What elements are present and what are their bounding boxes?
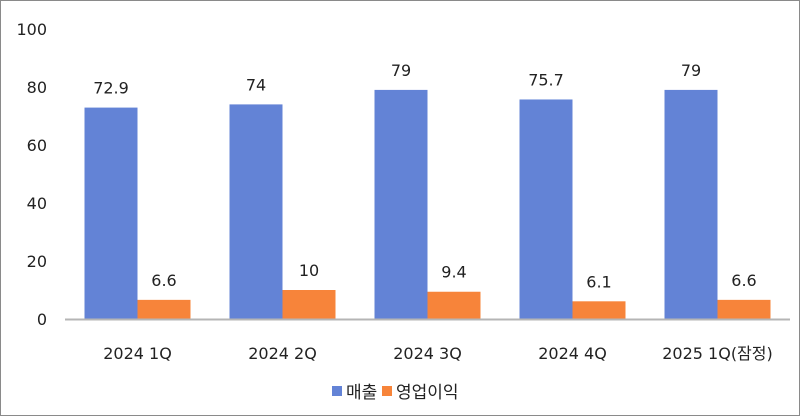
data-label: 74 [246,75,266,94]
bar-operating-profit [572,301,626,319]
legend-swatch [382,386,392,396]
bar-operating-profit [282,290,336,319]
data-label: 9.4 [441,263,466,282]
bar-operating-profit [137,299,191,319]
data-label: 79 [681,61,701,80]
bar-sales [84,107,138,319]
x-tick-label: 2024 4Q [538,344,607,363]
bar-operating-profit [717,299,771,319]
bar-sales [229,104,283,320]
bar-sales [664,89,718,320]
data-label: 6.6 [731,271,756,290]
y-tick-label: 0 [37,310,47,329]
data-label: 75.7 [528,70,564,89]
x-tick-label: 2025 1Q(잠정) [662,344,773,363]
x-tick-label: 2024 1Q [103,344,172,363]
legend-label: 매출 [346,383,377,403]
bar-operating-profit [427,291,481,319]
data-label: 6.6 [151,271,176,290]
data-label: 6.1 [586,272,611,291]
x-tick-label: 2024 3Q [393,344,462,363]
bar-sales [374,89,428,320]
data-label: 10 [299,261,319,280]
data-label: 79 [391,61,411,80]
bar-sales [519,99,573,319]
y-tick-label: 100 [16,20,47,39]
y-tick-label: 40 [27,194,47,213]
legend-swatch [332,386,342,396]
x-tick-label: 2024 2Q [248,344,317,363]
y-tick-label: 60 [27,136,47,155]
data-label: 72.9 [93,79,129,98]
y-tick-label: 20 [27,252,47,271]
y-tick-label: 80 [27,78,47,97]
legend-label: 영업이익 [396,383,459,403]
